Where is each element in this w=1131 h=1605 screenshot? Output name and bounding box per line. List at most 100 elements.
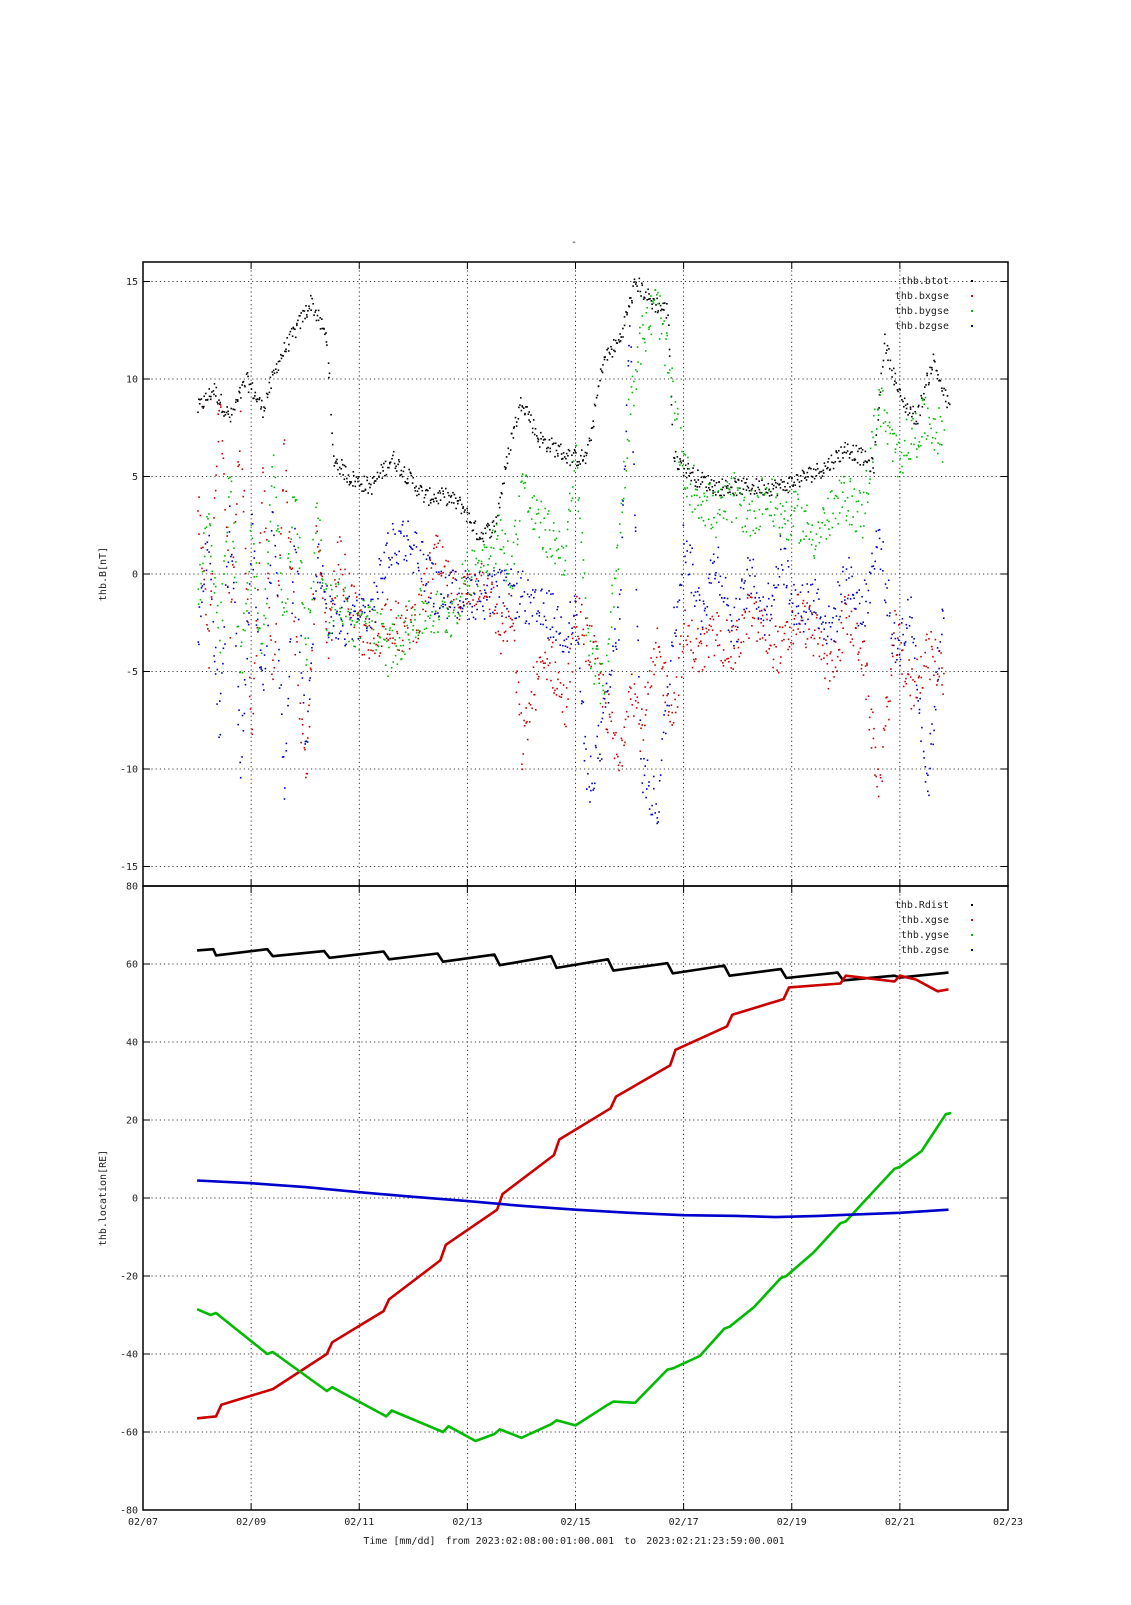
bfield-point	[837, 581, 839, 583]
bfield-point	[630, 687, 632, 690]
bfield-point	[309, 611, 311, 614]
bfield-point	[697, 469, 699, 471]
bfield-point	[832, 512, 834, 515]
bfield-point	[896, 475, 899, 478]
bfield-point	[592, 420, 594, 422]
bfield-point	[822, 469, 825, 472]
bfield-point	[824, 465, 827, 467]
bfield-point	[360, 609, 362, 611]
bfield-point	[907, 414, 909, 416]
bfield-point	[344, 638, 346, 640]
bfield-point	[263, 490, 266, 492]
bfield-point	[315, 309, 317, 312]
bfield-point	[236, 399, 239, 401]
bfield-point	[937, 374, 939, 376]
bfield-point	[815, 545, 817, 547]
bfield-point	[536, 620, 538, 623]
bfield-point	[272, 659, 274, 661]
bfield-point	[902, 649, 904, 651]
bfield-point	[295, 636, 298, 638]
bfield-point	[205, 569, 208, 572]
bfield-point	[501, 492, 503, 495]
bfield-point	[496, 603, 498, 606]
bfield-point	[275, 572, 278, 574]
bfield-point	[633, 463, 635, 465]
bfield-point	[227, 526, 229, 529]
bfield-point	[786, 585, 788, 587]
bfield-point	[288, 675, 291, 678]
bfield-point	[325, 332, 327, 334]
bfield-point	[708, 487, 710, 489]
bfield-point	[432, 605, 435, 608]
bfield-point	[666, 334, 668, 337]
bfield-point	[909, 408, 912, 410]
bfield-point	[630, 386, 633, 388]
bfield-point	[846, 496, 849, 499]
bfield-point	[427, 615, 429, 618]
bfield-point	[697, 479, 700, 481]
bfield-point	[747, 487, 750, 489]
bfield-point	[538, 536, 541, 539]
bfield-point	[708, 518, 710, 521]
bfield-point	[724, 485, 726, 487]
bfield-point	[911, 668, 913, 670]
bfield-point	[934, 708, 937, 711]
bfield-point	[368, 657, 371, 659]
bfield-point	[849, 478, 852, 480]
bfield-point	[419, 587, 422, 590]
bfield-point	[769, 490, 772, 493]
bfield-point	[582, 576, 584, 579]
bfield-point	[862, 621, 864, 623]
bfield-point	[217, 413, 219, 415]
bfield-point	[287, 704, 289, 707]
bfield-point	[902, 685, 905, 688]
bfield-point	[658, 302, 660, 305]
bfield-point	[544, 529, 547, 531]
bfield-point	[576, 614, 578, 616]
bfield-point	[525, 722, 527, 724]
bfield-point	[520, 712, 522, 714]
bfield-point	[400, 614, 403, 617]
bfield-point	[235, 561, 237, 563]
bfield-point	[758, 488, 761, 491]
bfield-point	[381, 591, 384, 594]
bfield-point	[506, 608, 508, 610]
bfield-point	[693, 594, 695, 597]
bfield-point	[942, 394, 945, 396]
bfield-point	[701, 669, 704, 671]
bfield-point	[483, 589, 486, 591]
bfield-point	[333, 455, 335, 457]
bfield-point	[374, 652, 376, 655]
bfield-point	[205, 392, 207, 395]
bfield-point	[914, 644, 917, 647]
bfield-point	[608, 638, 610, 640]
bfield-point	[549, 636, 552, 639]
bfield-point	[912, 418, 914, 420]
bfield-point	[594, 675, 597, 677]
bfield-point	[721, 478, 724, 480]
bfield-point	[613, 606, 615, 608]
bfield-point	[321, 318, 323, 320]
bfield-point	[900, 451, 903, 454]
bfield-point	[482, 540, 485, 543]
bfield-point	[568, 622, 570, 624]
bfield-point	[518, 520, 521, 522]
bfield-point	[486, 570, 489, 572]
bfield-point	[250, 563, 252, 565]
bfield-point	[410, 621, 412, 623]
bfield-point	[478, 571, 481, 574]
bfield-point	[730, 486, 733, 489]
bfield-point	[683, 467, 685, 470]
bfield-point	[850, 566, 853, 569]
bfield-point	[216, 604, 219, 607]
bfield-point	[280, 684, 282, 686]
bfield-point	[238, 390, 240, 393]
bfield-point	[388, 566, 390, 569]
bfield-point	[526, 720, 528, 723]
bfield-point	[769, 619, 771, 622]
bfield-point	[433, 500, 435, 503]
bfield-point	[627, 715, 629, 718]
bfield-point	[315, 574, 317, 576]
bfield-point	[755, 592, 758, 594]
bfield-point	[326, 344, 328, 346]
